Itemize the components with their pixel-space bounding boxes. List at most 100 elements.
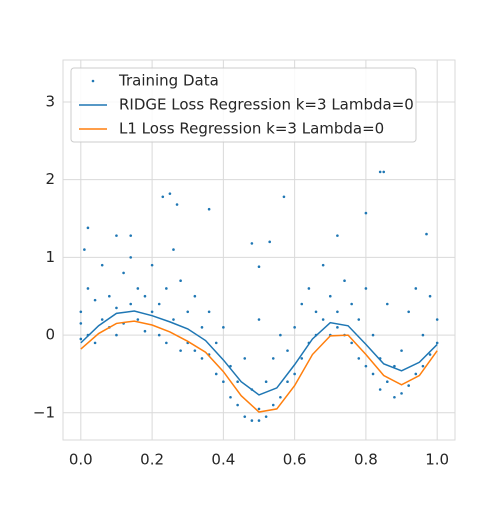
data-point bbox=[143, 329, 147, 333]
data-point bbox=[86, 287, 90, 290]
data-point bbox=[385, 302, 389, 306]
data-point bbox=[236, 403, 239, 407]
data-point bbox=[108, 294, 111, 298]
data-point bbox=[300, 357, 304, 360]
legend-marker bbox=[91, 79, 95, 83]
data-point bbox=[79, 337, 83, 341]
data-point bbox=[400, 392, 403, 395]
data-point bbox=[236, 380, 239, 384]
plot-frame bbox=[62, 59, 456, 441]
data-point bbox=[393, 364, 396, 368]
data-point bbox=[150, 310, 154, 314]
data-point bbox=[321, 318, 325, 321]
data-point bbox=[425, 232, 428, 236]
data-point bbox=[214, 341, 218, 345]
data-point bbox=[364, 287, 368, 290]
x-tick-label: 0.2 bbox=[140, 451, 164, 469]
data-point bbox=[250, 242, 254, 245]
data-point bbox=[407, 310, 410, 314]
data-point bbox=[115, 234, 118, 237]
data-point bbox=[207, 310, 211, 314]
data-point bbox=[93, 298, 97, 302]
data-point bbox=[257, 265, 261, 269]
data-point bbox=[250, 419, 254, 422]
data-point bbox=[200, 357, 204, 360]
data-point bbox=[100, 263, 104, 267]
data-point bbox=[300, 302, 304, 306]
data-point bbox=[179, 279, 182, 282]
data-point bbox=[129, 234, 133, 237]
data-point bbox=[243, 357, 247, 360]
data-point bbox=[264, 415, 268, 418]
y-tick-label: −1 bbox=[33, 403, 55, 421]
data-point bbox=[414, 287, 418, 290]
data-point bbox=[336, 234, 339, 237]
data-point bbox=[179, 349, 182, 352]
data-point bbox=[165, 341, 168, 345]
data-point bbox=[257, 407, 261, 411]
data-point bbox=[435, 341, 439, 345]
data-point bbox=[229, 395, 232, 399]
data-point bbox=[79, 310, 83, 314]
x-tick-label: 0.8 bbox=[354, 451, 378, 469]
data-point bbox=[328, 294, 332, 298]
data-point bbox=[222, 380, 225, 384]
data-point bbox=[172, 248, 175, 251]
data-point bbox=[175, 203, 179, 206]
data-point bbox=[100, 318, 104, 321]
data-point bbox=[268, 240, 271, 244]
data-point bbox=[257, 419, 261, 422]
data-point bbox=[371, 333, 375, 337]
y-tick-label: 2 bbox=[45, 170, 55, 188]
data-point bbox=[400, 349, 403, 352]
y-tick-label: 3 bbox=[45, 92, 55, 110]
data-point bbox=[279, 395, 282, 399]
data-point bbox=[168, 192, 172, 195]
data-point bbox=[350, 341, 353, 345]
data-point bbox=[222, 326, 225, 329]
data-point bbox=[435, 318, 439, 321]
data-point bbox=[378, 170, 382, 174]
data-point bbox=[193, 294, 197, 298]
data-point bbox=[79, 322, 83, 325]
data-point bbox=[271, 357, 275, 360]
data-point bbox=[257, 318, 261, 321]
legend-label: Training Data bbox=[118, 72, 219, 90]
data-point bbox=[143, 294, 147, 298]
data-point bbox=[271, 403, 275, 407]
data-point bbox=[157, 333, 161, 337]
data-point bbox=[83, 248, 86, 251]
x-tick-label: 1.0 bbox=[425, 451, 449, 469]
data-point bbox=[307, 287, 311, 290]
data-point bbox=[93, 341, 97, 345]
data-point bbox=[115, 333, 118, 337]
data-point bbox=[186, 310, 190, 314]
data-point bbox=[393, 395, 396, 399]
data-point bbox=[371, 372, 375, 376]
data-point bbox=[428, 353, 432, 356]
data-point bbox=[364, 364, 368, 368]
legend-label: RIDGE Loss Regression k=3 Lambda=0 bbox=[119, 96, 414, 114]
data-point bbox=[282, 195, 286, 199]
line bbox=[80, 320, 438, 413]
data-point bbox=[86, 226, 90, 230]
data-point bbox=[314, 310, 318, 314]
data-point bbox=[243, 415, 247, 418]
data-point bbox=[357, 357, 361, 360]
data-point bbox=[161, 195, 165, 199]
data-point bbox=[378, 388, 382, 391]
line bbox=[80, 310, 438, 396]
data-point bbox=[407, 384, 410, 387]
data-point bbox=[129, 256, 133, 259]
data-point bbox=[428, 294, 432, 298]
data-point bbox=[200, 326, 204, 329]
data-point bbox=[157, 302, 161, 306]
y-tick-label: 0 bbox=[45, 326, 55, 344]
data-point bbox=[364, 211, 368, 215]
data-point bbox=[286, 380, 289, 384]
data-point bbox=[286, 349, 289, 352]
data-point bbox=[385, 380, 389, 384]
data-point bbox=[136, 287, 140, 290]
data-point bbox=[172, 318, 175, 321]
